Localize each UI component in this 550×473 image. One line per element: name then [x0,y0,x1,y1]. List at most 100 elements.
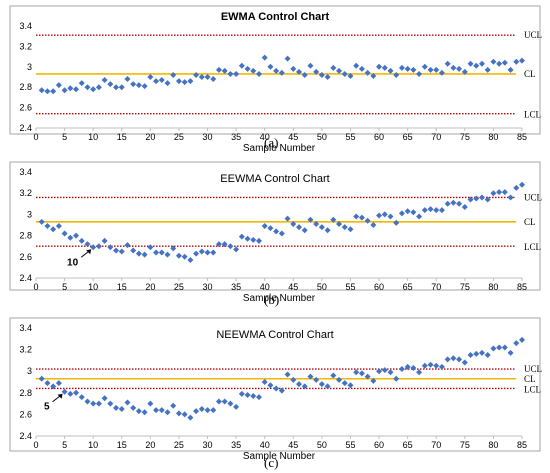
data-point [124,242,131,249]
data-point [153,249,160,256]
x-tick-label: 80 [488,132,498,142]
data-point [273,67,280,74]
data-point [170,402,177,409]
data-point [387,213,394,220]
x-axis-title: Sample Number [243,451,316,462]
data-point [410,66,417,73]
data-point [175,252,182,259]
data-point [318,381,325,388]
data-point [353,62,360,69]
data-point [301,71,308,78]
data-point [478,60,485,67]
data-point [438,363,445,370]
data-point [404,363,411,370]
x-tick-label: 50 [317,440,327,450]
data-point [313,68,320,75]
data-point [507,349,514,356]
data-point [398,210,405,217]
data-point [255,70,262,77]
x-tick-label: 85 [517,132,527,142]
data-point [84,398,91,405]
limit-label-lcl: LCL [524,242,541,252]
data-point [501,59,508,66]
data-point [55,82,62,89]
data-point [267,63,274,70]
data-point [450,199,457,206]
data-point [78,237,85,244]
data-point [38,375,45,382]
limit-label-ucl: UCL [524,30,542,40]
data-point [175,78,182,85]
data-point [215,66,222,73]
x-tick-label: 10 [88,282,98,292]
data-point [187,78,194,85]
x-tick-label: 60 [374,440,384,450]
data-point [398,64,405,71]
x-tick-label: 10 [88,132,98,142]
y-tick-label: 3.4 [19,167,32,177]
data-point [227,243,234,250]
x-tick-label: 15 [117,440,127,450]
data-point [296,224,303,231]
data-point [118,248,125,255]
data-point [307,62,314,69]
x-tick-label: 5 [62,440,67,450]
data-point [153,78,160,85]
x-tick-label: 40 [260,440,270,450]
x-tick-label: 75 [460,440,470,450]
data-point [124,399,131,406]
data-point [438,69,445,76]
data-point [193,408,200,415]
data-point [427,206,434,213]
data-point [261,223,268,230]
x-tick-label: 30 [203,282,213,292]
data-point [501,189,508,196]
data-point [278,230,285,237]
data-point [496,344,503,351]
data-point [244,235,251,242]
data-point [387,369,394,376]
x-tick-label: 5 [62,132,67,142]
y-tick-label: 3.2 [19,41,32,51]
data-point [450,355,457,362]
data-point [290,65,297,72]
y-tick-label: 3.4 [19,323,32,333]
chart-title: EWMA Control Chart [221,11,330,23]
data-point [233,246,240,253]
data-point [118,84,125,91]
data-point [416,70,423,77]
data-point [95,400,102,407]
data-point [416,369,423,376]
data-point [318,224,325,231]
x-tick-label: 85 [517,440,527,450]
x-tick-label: 0 [33,282,38,292]
x-tick-label: 25 [174,132,184,142]
x-tick-label: 85 [517,282,527,292]
x-tick-label: 80 [488,440,498,450]
data-point [484,66,491,73]
data-point [101,77,108,84]
data-point [387,67,394,74]
x-tick-label: 65 [403,440,413,450]
data-point [44,223,51,230]
data-point [284,55,291,62]
data-point [204,74,211,80]
data-point [90,244,97,251]
data-point [130,81,137,88]
data-point [210,249,217,256]
data-point [273,228,280,235]
data-point [519,57,525,64]
data-point [170,71,177,78]
y-tick-label: 3.2 [19,188,32,198]
data-point [353,213,360,220]
y-tick-label: 3 [27,62,32,72]
data-point [427,66,434,73]
data-point [519,181,525,188]
data-point [473,350,480,357]
y-tick-label: 3.2 [19,345,32,355]
data-point [513,340,520,347]
data-point [78,394,85,401]
data-point [347,382,354,389]
data-point [330,372,337,379]
data-point [341,380,348,387]
